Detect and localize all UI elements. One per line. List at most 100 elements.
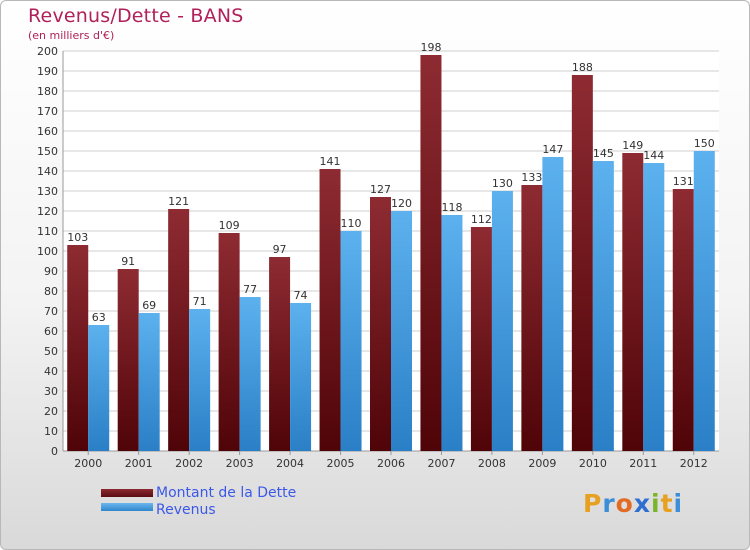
y-tick-label: 110 [37, 225, 58, 238]
data-label-dette: 133 [521, 171, 542, 184]
bar-dette [571, 75, 593, 451]
chart-subtitle: (en milliers d'€) [28, 29, 115, 42]
data-label-revenus: 69 [142, 299, 156, 312]
x-tick-label: 2012 [680, 457, 708, 470]
legend-label-revenus: Revenus [156, 502, 216, 518]
data-label-revenus: 144 [643, 149, 664, 162]
bar-dette [672, 189, 694, 451]
x-tick-label: 2011 [629, 457, 657, 470]
data-label-dette: 91 [121, 255, 135, 268]
data-label-dette: 97 [273, 243, 287, 256]
x-tick-label: 2004 [276, 457, 304, 470]
data-label-dette: 131 [673, 175, 694, 188]
bar-revenus [441, 215, 463, 451]
y-tick-label: 180 [37, 85, 58, 98]
legend-label-dette: Montant de la Dette [156, 485, 297, 501]
chart-title: Revenus/Dette - BANS [28, 5, 244, 27]
data-label-revenus: 147 [542, 143, 563, 156]
y-tick-label: 160 [37, 125, 58, 138]
x-tick-label: 2005 [327, 457, 355, 470]
legend-swatch-dette [101, 489, 153, 497]
logo-letter: t [660, 489, 674, 518]
bar-revenus [542, 157, 564, 451]
y-tick-label: 100 [37, 245, 58, 258]
bar-dette [521, 185, 543, 451]
y-tick-label: 70 [44, 305, 58, 318]
logo-letter: i [673, 489, 684, 518]
bar-revenus [643, 163, 665, 451]
data-label-revenus: 71 [193, 295, 207, 308]
bar-dette [370, 197, 391, 451]
x-tick-label: 2000 [74, 457, 102, 470]
y-tick-label: 60 [44, 325, 58, 338]
y-tick-label: 30 [44, 385, 58, 398]
y-tick-label: 0 [51, 445, 58, 458]
bar-dette [420, 55, 442, 451]
x-tick-label: 2008 [478, 457, 506, 470]
bar-dette [168, 209, 190, 451]
x-tick-label: 2006 [377, 457, 405, 470]
bar-revenus [189, 309, 211, 451]
y-tick-label: 190 [37, 65, 58, 78]
bar-dette [269, 257, 291, 451]
data-label-revenus: 110 [341, 217, 362, 230]
y-tick-label: 20 [44, 405, 58, 418]
data-label-revenus: 120 [391, 197, 412, 210]
bar-revenus [88, 325, 110, 451]
y-tick-label: 120 [37, 205, 58, 218]
data-label-dette: 112 [471, 213, 492, 226]
y-tick-label: 130 [37, 185, 58, 198]
x-tick-label: 2007 [427, 457, 455, 470]
data-label-revenus: 145 [593, 147, 614, 160]
data-label-dette: 127 [370, 183, 391, 196]
data-label-revenus: 118 [441, 201, 462, 214]
bar-dette [117, 269, 139, 451]
logo-letter: o [615, 489, 634, 518]
y-tick-label: 40 [44, 365, 58, 378]
logo-letter: x [633, 489, 651, 518]
bar-dette [218, 233, 240, 451]
bar-revenus [491, 191, 513, 451]
bar-dette [622, 153, 644, 451]
y-tick-label: 140 [37, 165, 58, 178]
y-tick-label: 50 [44, 345, 58, 358]
bar-revenus [239, 297, 261, 451]
x-tick-label: 2009 [528, 457, 556, 470]
proxiti-logo: Proxiti [583, 489, 683, 518]
data-label-revenus: 74 [294, 289, 308, 302]
y-tick-label: 10 [44, 425, 58, 438]
x-tick-label: 2001 [125, 457, 153, 470]
x-tick-label: 2002 [175, 457, 203, 470]
y-tick-label: 170 [37, 105, 58, 118]
data-label-dette: 188 [572, 61, 593, 74]
bar-revenus [693, 151, 715, 451]
y-tick-label: 200 [37, 45, 58, 58]
bar-dette [470, 227, 492, 451]
x-tick-label: 2010 [579, 457, 607, 470]
data-label-dette: 103 [67, 231, 88, 244]
data-label-revenus: 63 [92, 311, 106, 324]
y-tick-label: 150 [37, 145, 58, 158]
bar-dette [67, 245, 89, 451]
bar-revenus [290, 303, 312, 451]
data-label-dette: 149 [622, 139, 643, 152]
y-tick-label: 80 [44, 285, 58, 298]
bar-dette [319, 169, 341, 451]
data-label-dette: 121 [168, 195, 189, 208]
data-label-revenus: 150 [694, 137, 715, 150]
data-label-dette: 109 [219, 219, 240, 232]
data-label-dette: 198 [420, 41, 441, 54]
y-tick-label: 90 [44, 265, 58, 278]
x-tick-label: 2003 [226, 457, 254, 470]
data-label-revenus: 130 [492, 177, 513, 190]
bar-revenus [138, 313, 160, 451]
data-label-dette: 141 [320, 155, 341, 168]
logo-letter: r [602, 489, 616, 518]
bar-revenus [340, 231, 362, 451]
bar-revenus [592, 161, 614, 451]
logo-letter: P [583, 489, 603, 518]
logo-letter: i [651, 489, 661, 518]
legend-swatch-revenus [101, 503, 153, 511]
